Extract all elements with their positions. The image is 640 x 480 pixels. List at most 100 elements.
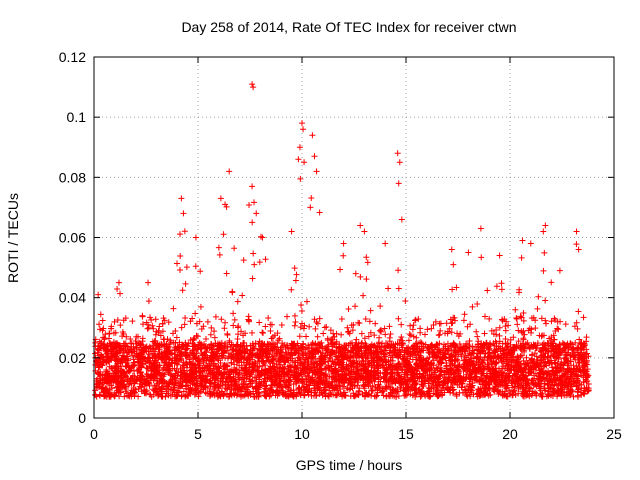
data-point: [466, 337, 473, 344]
data-point: [297, 360, 304, 367]
data-point: [215, 384, 222, 391]
data-point: [264, 354, 271, 361]
data-point: [432, 318, 439, 325]
data-point: [253, 385, 260, 392]
data-point: [407, 332, 414, 339]
data-point: [365, 333, 372, 340]
data-point: [574, 325, 581, 332]
data-point: [570, 362, 577, 369]
data-point: [504, 382, 511, 389]
data-point: [541, 249, 548, 256]
data-point: [549, 352, 556, 359]
data-point: [399, 367, 406, 374]
data-point: [230, 356, 237, 363]
data-point: [437, 327, 444, 334]
data-point: [433, 386, 440, 393]
data-point: [499, 359, 506, 366]
data-point: [371, 350, 378, 357]
data-point: [152, 316, 159, 323]
data-point: [126, 364, 133, 371]
data-point: [452, 342, 459, 349]
data-point: [145, 324, 152, 331]
data-point: [559, 372, 566, 379]
data-point: [310, 350, 317, 357]
data-point: [178, 392, 185, 399]
data-point: [585, 353, 592, 360]
data-point: [549, 345, 556, 352]
data-point: [333, 330, 340, 337]
data-point: [565, 386, 572, 393]
data-point: [482, 376, 489, 383]
data-point: [582, 361, 589, 368]
data-point: [323, 352, 330, 359]
data-point: [473, 328, 480, 335]
data-point: [473, 358, 480, 365]
data-point: [397, 336, 404, 343]
data-point: [388, 350, 395, 357]
data-point: [496, 353, 503, 360]
data-point: [226, 353, 233, 360]
data-point: [360, 383, 367, 390]
data-point: [467, 361, 474, 368]
data-point: [172, 344, 179, 351]
data-point: [156, 384, 163, 391]
data-point: [352, 303, 359, 310]
data-point: [99, 327, 106, 334]
data-point: [231, 316, 238, 323]
data-point: [299, 351, 306, 358]
data-point: [398, 333, 405, 340]
data-point: [149, 386, 156, 393]
data-point: [428, 344, 435, 351]
data-point: [283, 384, 290, 391]
data-point: [467, 321, 474, 328]
data-point: [139, 312, 146, 319]
data-point: [491, 385, 498, 392]
data-point: [211, 392, 218, 399]
data-point: [129, 372, 136, 379]
data-point: [349, 327, 356, 334]
data-point: [262, 388, 269, 395]
data-point: [398, 321, 405, 328]
data-point: [252, 345, 259, 352]
data-point: [361, 363, 368, 370]
data-point: [266, 359, 273, 366]
data-point: [234, 324, 241, 331]
data-point: [329, 358, 336, 365]
data-point: [203, 348, 210, 355]
data-point: [386, 361, 393, 368]
data-point: [502, 378, 509, 385]
data-point: [410, 322, 417, 329]
data-point: [412, 356, 419, 363]
data-point: [455, 368, 462, 375]
data-point: [196, 339, 203, 346]
data-point: [139, 347, 146, 354]
data-point: [524, 375, 531, 382]
data-point: [158, 393, 165, 400]
data-point: [201, 378, 208, 385]
data-point: [176, 339, 183, 346]
data-point: [274, 388, 281, 395]
data-point: [485, 378, 492, 385]
data-point: [337, 349, 344, 356]
data-point: [289, 359, 296, 366]
data-point: [486, 365, 493, 372]
data-point: [552, 363, 559, 370]
data-point: [170, 381, 177, 388]
data-point: [255, 389, 262, 396]
data-point: [446, 376, 453, 383]
data-point: [562, 354, 569, 361]
data-point: [356, 354, 363, 361]
data-point: [238, 328, 245, 335]
data-point: [216, 251, 223, 258]
data-point: [531, 350, 538, 357]
data-point: [143, 343, 150, 350]
data-point: [451, 314, 458, 321]
data-point: [130, 359, 137, 366]
data-point: [498, 376, 505, 383]
data-points: [92, 81, 592, 400]
data-point: [191, 369, 198, 376]
data-point: [358, 339, 365, 346]
data-point: [520, 371, 527, 378]
data-point: [520, 372, 527, 379]
data-point: [152, 371, 159, 378]
